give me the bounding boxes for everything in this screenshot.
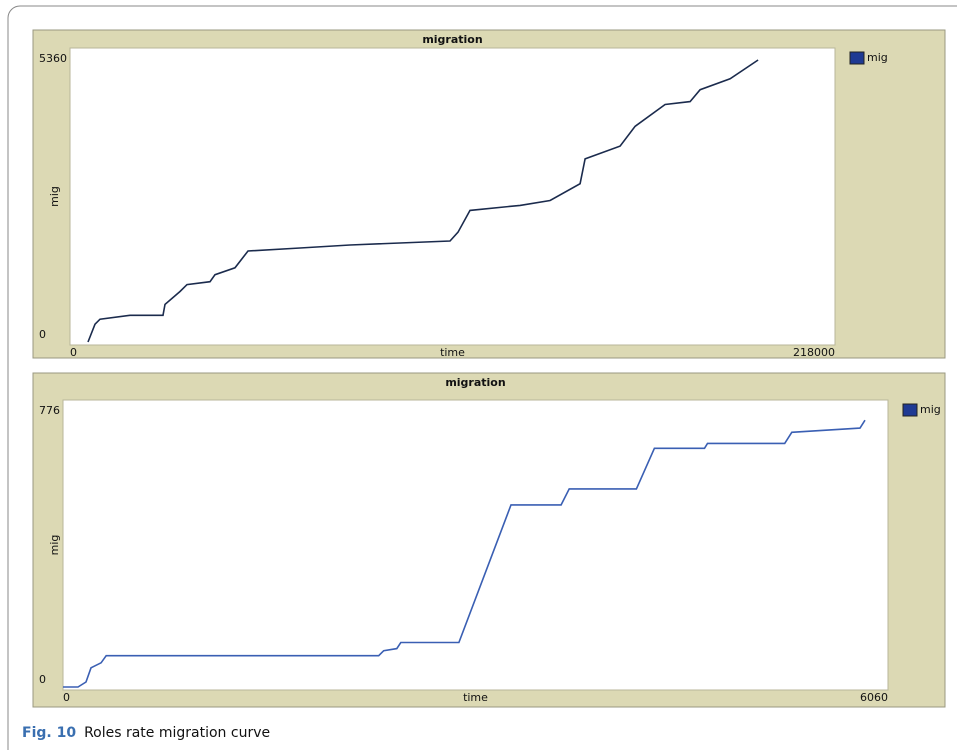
y-tick-label: 0 <box>39 673 46 686</box>
caption-label: Fig. 10 <box>22 725 76 741</box>
caption: Fig. 10 Roles rate migration curve <box>22 725 270 741</box>
data-line <box>87 59 759 343</box>
x-tick-label: 6060 <box>860 691 888 704</box>
legend-swatch <box>849 51 865 65</box>
plot-area <box>62 399 889 691</box>
y-tick-label: 0 <box>39 328 46 341</box>
chart-title: migration <box>445 376 505 389</box>
x-axis-label: time <box>440 346 465 359</box>
x-tick-label: 0 <box>63 691 70 704</box>
x-tick-label: 218000 <box>793 346 835 359</box>
figure-frame <box>7 5 957 754</box>
y-tick-label: 5360 <box>39 52 67 65</box>
x-tick-label: 0 <box>70 346 77 359</box>
chart-title: migration <box>422 33 482 46</box>
y-tick-label: 776 <box>39 404 60 417</box>
y-axis-label: mig <box>48 535 61 556</box>
plot-area <box>69 47 836 346</box>
legend-swatch <box>902 403 918 417</box>
y-axis-label: mig <box>48 186 61 207</box>
x-axis-label: time <box>463 691 488 704</box>
legend-label: mig <box>920 403 941 416</box>
data-line <box>63 419 866 688</box>
legend-label: mig <box>867 51 888 64</box>
caption-text: Roles rate migration curve <box>84 725 270 741</box>
